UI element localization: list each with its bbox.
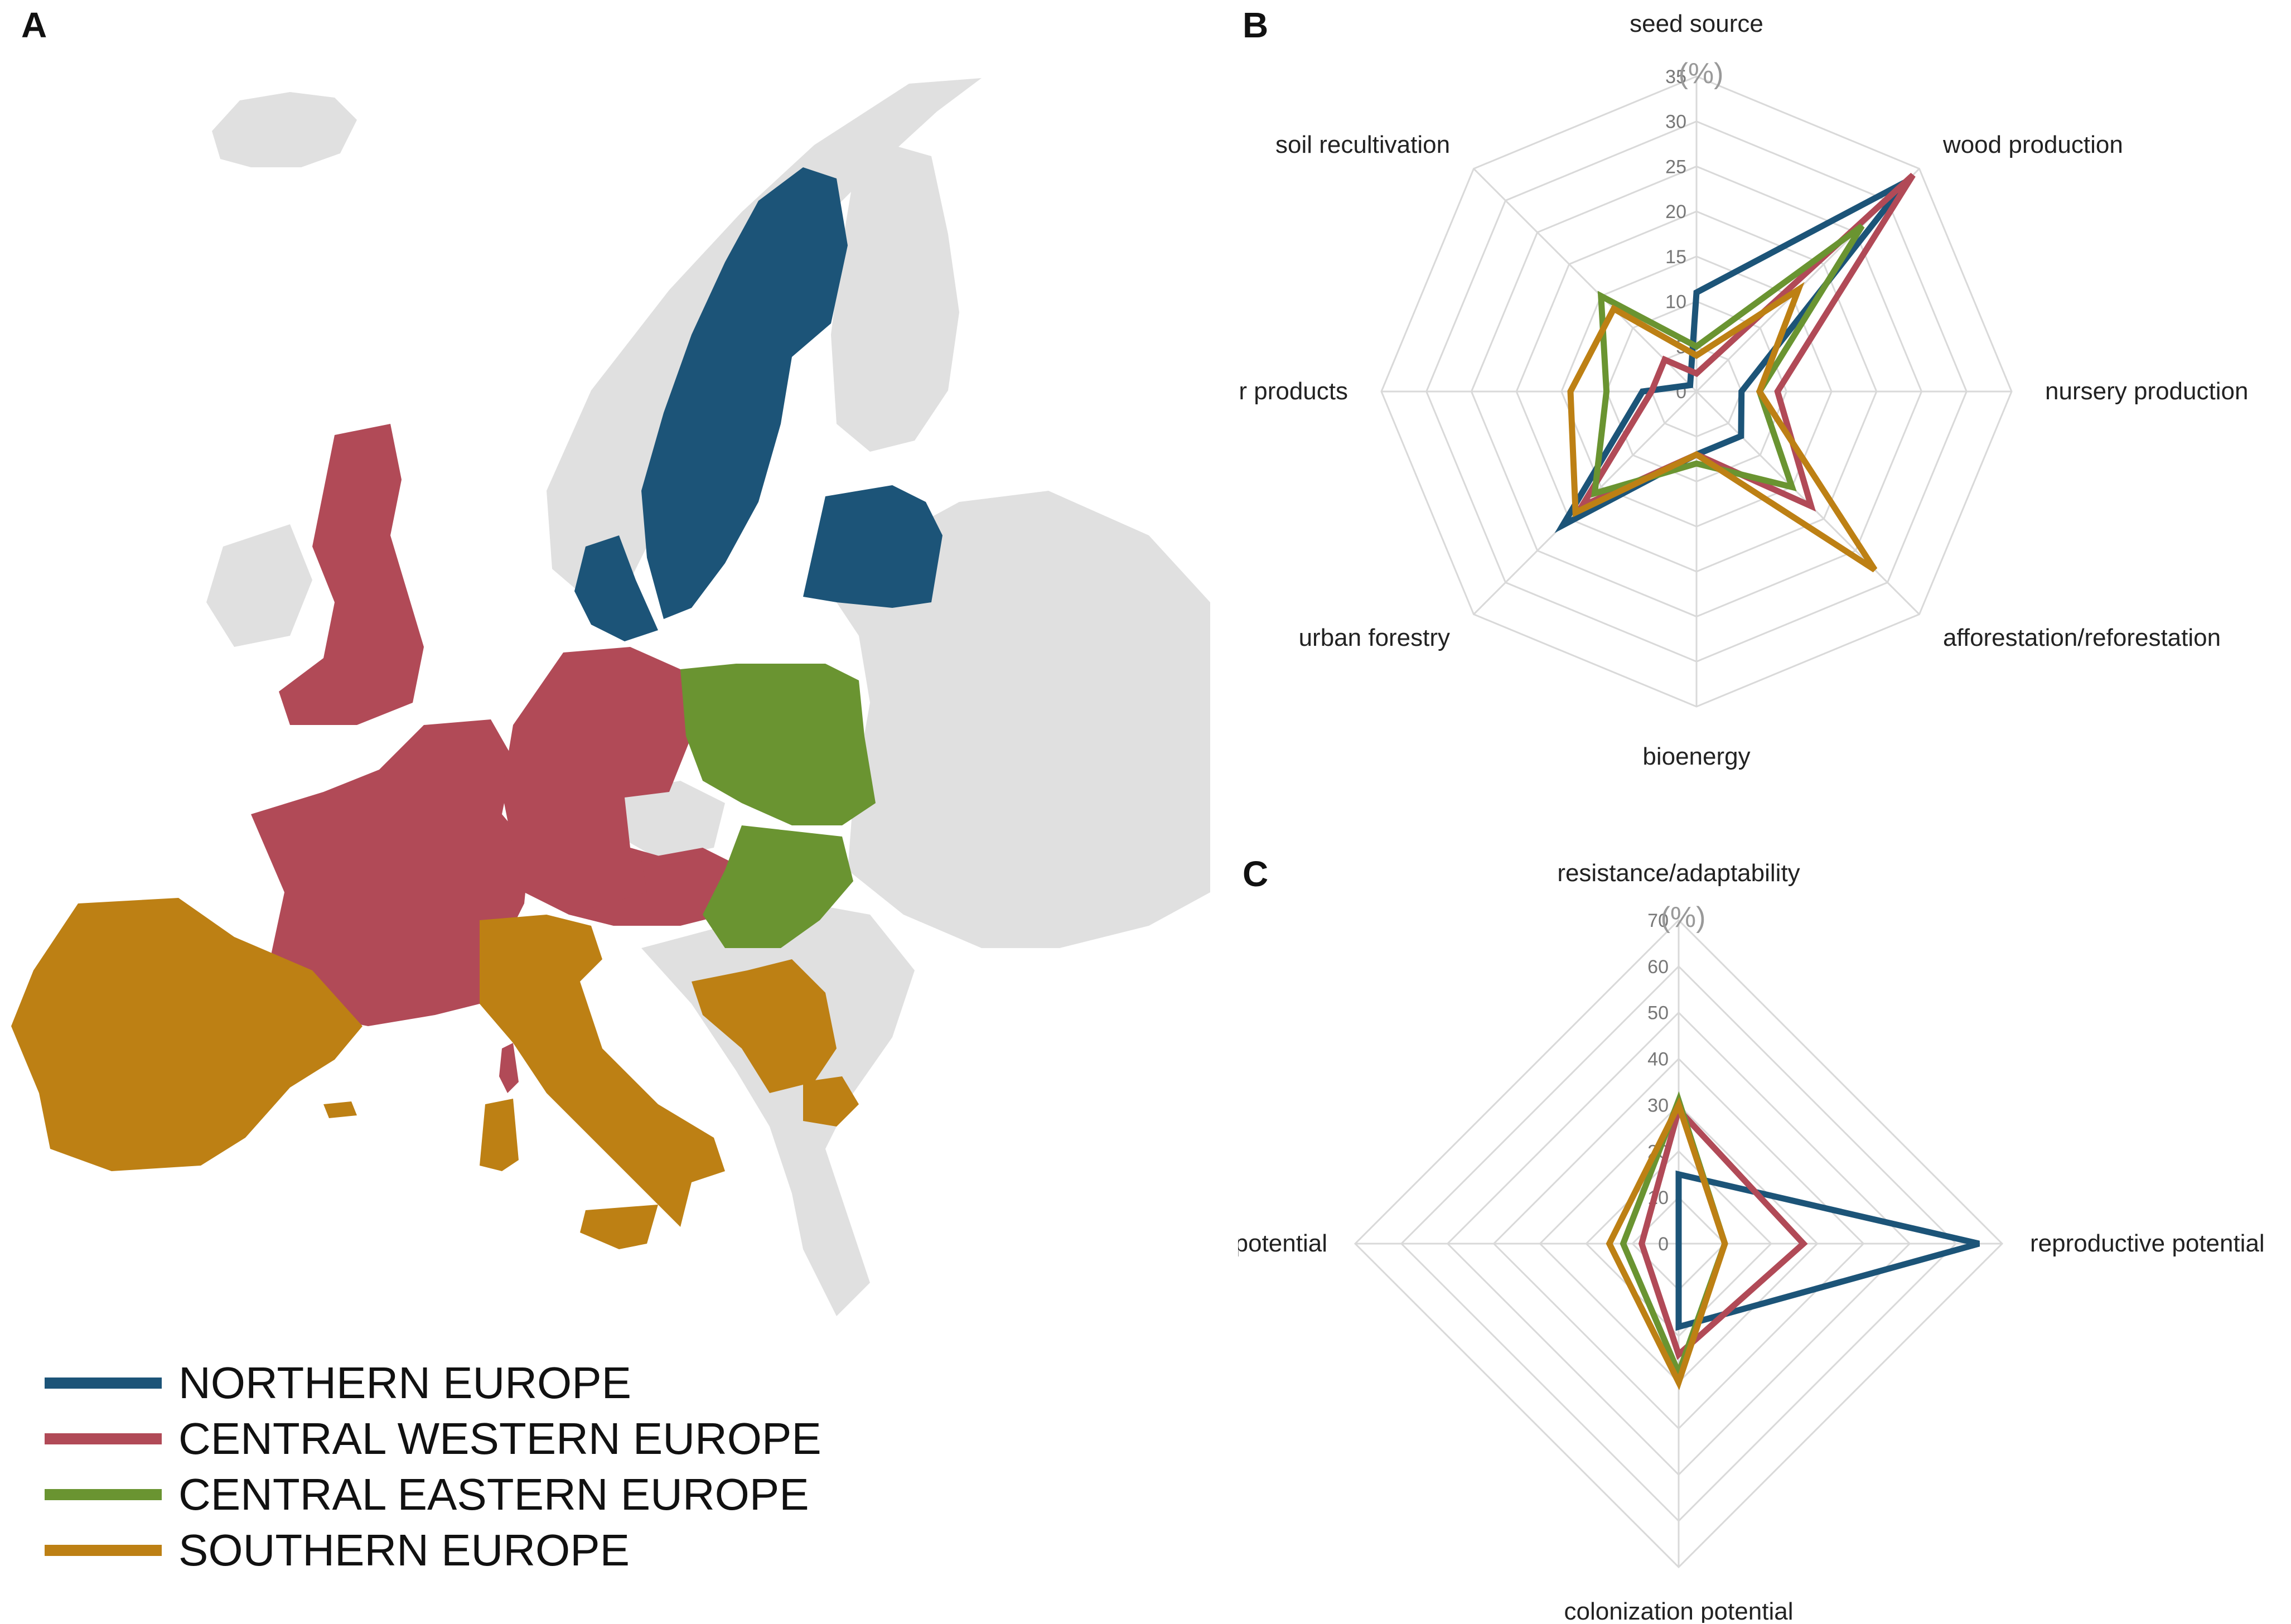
northern-europe-region <box>574 167 942 641</box>
tick-label: 40 <box>1647 1049 1669 1070</box>
italy-shape <box>480 915 725 1227</box>
finland-shape <box>831 145 959 452</box>
axis-label: soil recultivation <box>1275 131 1450 158</box>
legend-item: CENTRAL WESTERN EUROPE <box>45 1411 937 1467</box>
russia-belarus-ukraine-shape <box>837 491 1210 948</box>
legend-item: NORTHERN EUROPE <box>45 1355 937 1411</box>
tick-label: 0 <box>1658 1234 1669 1255</box>
iceland-shape <box>212 92 357 167</box>
uk-ireland-shape <box>206 524 312 647</box>
france-benelux-shape <box>251 719 530 1026</box>
germany-shape <box>502 647 692 915</box>
axis-label: resistance/adaptability <box>1557 859 1800 887</box>
europe-map-panel: NORTHERN EUROPE CENTRAL WESTERN EUROPE CEN… <box>11 78 1210 1578</box>
corsica-shape <box>499 1043 519 1093</box>
legend-swatch <box>45 1378 162 1389</box>
axis-label: reproductive potential <box>2030 1230 2265 1257</box>
tick-label: 25 <box>1665 156 1686 177</box>
baltic-states-shape <box>803 485 942 608</box>
tick-label: 60 <box>1647 956 1669 978</box>
sweden-shape <box>641 167 848 619</box>
legend-item: SOUTHERN EUROPE <box>45 1522 937 1578</box>
great-britain-shape <box>279 424 424 725</box>
central-western-europe-region <box>251 424 736 1093</box>
switzerland-czech-shape <box>619 781 725 859</box>
austria-shape <box>569 848 736 926</box>
legend-label: CENTRAL EASTERN EUROPE <box>178 1470 809 1519</box>
iberia-shape <box>11 898 362 1171</box>
series-line-0 <box>1675 1170 1980 1331</box>
tick-label: 30 <box>1647 1095 1669 1116</box>
croatia-balkans-shape <box>692 959 837 1093</box>
slovakia-hungary-shape <box>703 825 853 948</box>
series-line-3 <box>1567 282 1878 573</box>
panel-label-b: B <box>1243 5 1269 45</box>
grid-spoke <box>1473 168 1698 393</box>
legend-label: NORTHERN EUROPE <box>178 1358 631 1408</box>
axis-label: wood production <box>1942 131 2123 158</box>
panel-label-c: C <box>1243 854 1269 894</box>
series-line-1 <box>1638 1103 1808 1360</box>
legend-label: CENTRAL WESTERN EUROPE <box>178 1414 821 1463</box>
europe-map <box>11 78 1210 1316</box>
axis-label: urban forestry <box>1299 624 1450 651</box>
series-line-3 <box>1606 1097 1728 1390</box>
legend-item: CENTRAL EASTERN EUROPE <box>45 1467 937 1522</box>
tick-label: 20 <box>1665 201 1686 223</box>
central-eastern-europe-region <box>680 664 876 948</box>
legend-label: SOUTHERN EUROPE <box>178 1525 630 1575</box>
sicily-shape <box>580 1205 658 1249</box>
axis-label: nursery production <box>2045 378 2248 405</box>
axis-label: colonization potential <box>1564 1598 1794 1623</box>
tick-label: 10 <box>1665 292 1686 313</box>
axis-label: afforestation/reforestation <box>1943 624 2221 651</box>
tick-label: 35 <box>1665 66 1686 88</box>
north-macedonia-shape <box>803 1076 859 1127</box>
denmark-shape <box>574 535 658 641</box>
legend-swatch <box>45 1545 162 1556</box>
axis-label: bioenergy <box>1642 743 1750 770</box>
axis-label: seed source <box>1630 10 1763 37</box>
balearic-shape <box>323 1101 357 1118</box>
legend-swatch <box>45 1489 162 1500</box>
tick-label: 50 <box>1647 1003 1669 1024</box>
poland-shape <box>680 664 876 825</box>
tick-label: 30 <box>1665 112 1686 133</box>
tick-label: 70 <box>1647 910 1669 931</box>
unit-label: (%) <box>1679 57 1724 90</box>
panel-label-a: A <box>21 5 47 45</box>
radar-chart-c: 010203040506070(%)resistance/adaptabilit… <box>1238 859 2265 1623</box>
sardinia-shape <box>480 1099 519 1171</box>
axis-label: eradication potential <box>1238 1230 1327 1257</box>
axis-label: non-timber products <box>1238 378 1348 405</box>
southern-europe-region <box>11 898 859 1249</box>
tick-label: 15 <box>1665 246 1686 268</box>
unit-label: (%) <box>1661 901 1706 934</box>
legend-swatch <box>45 1433 162 1444</box>
